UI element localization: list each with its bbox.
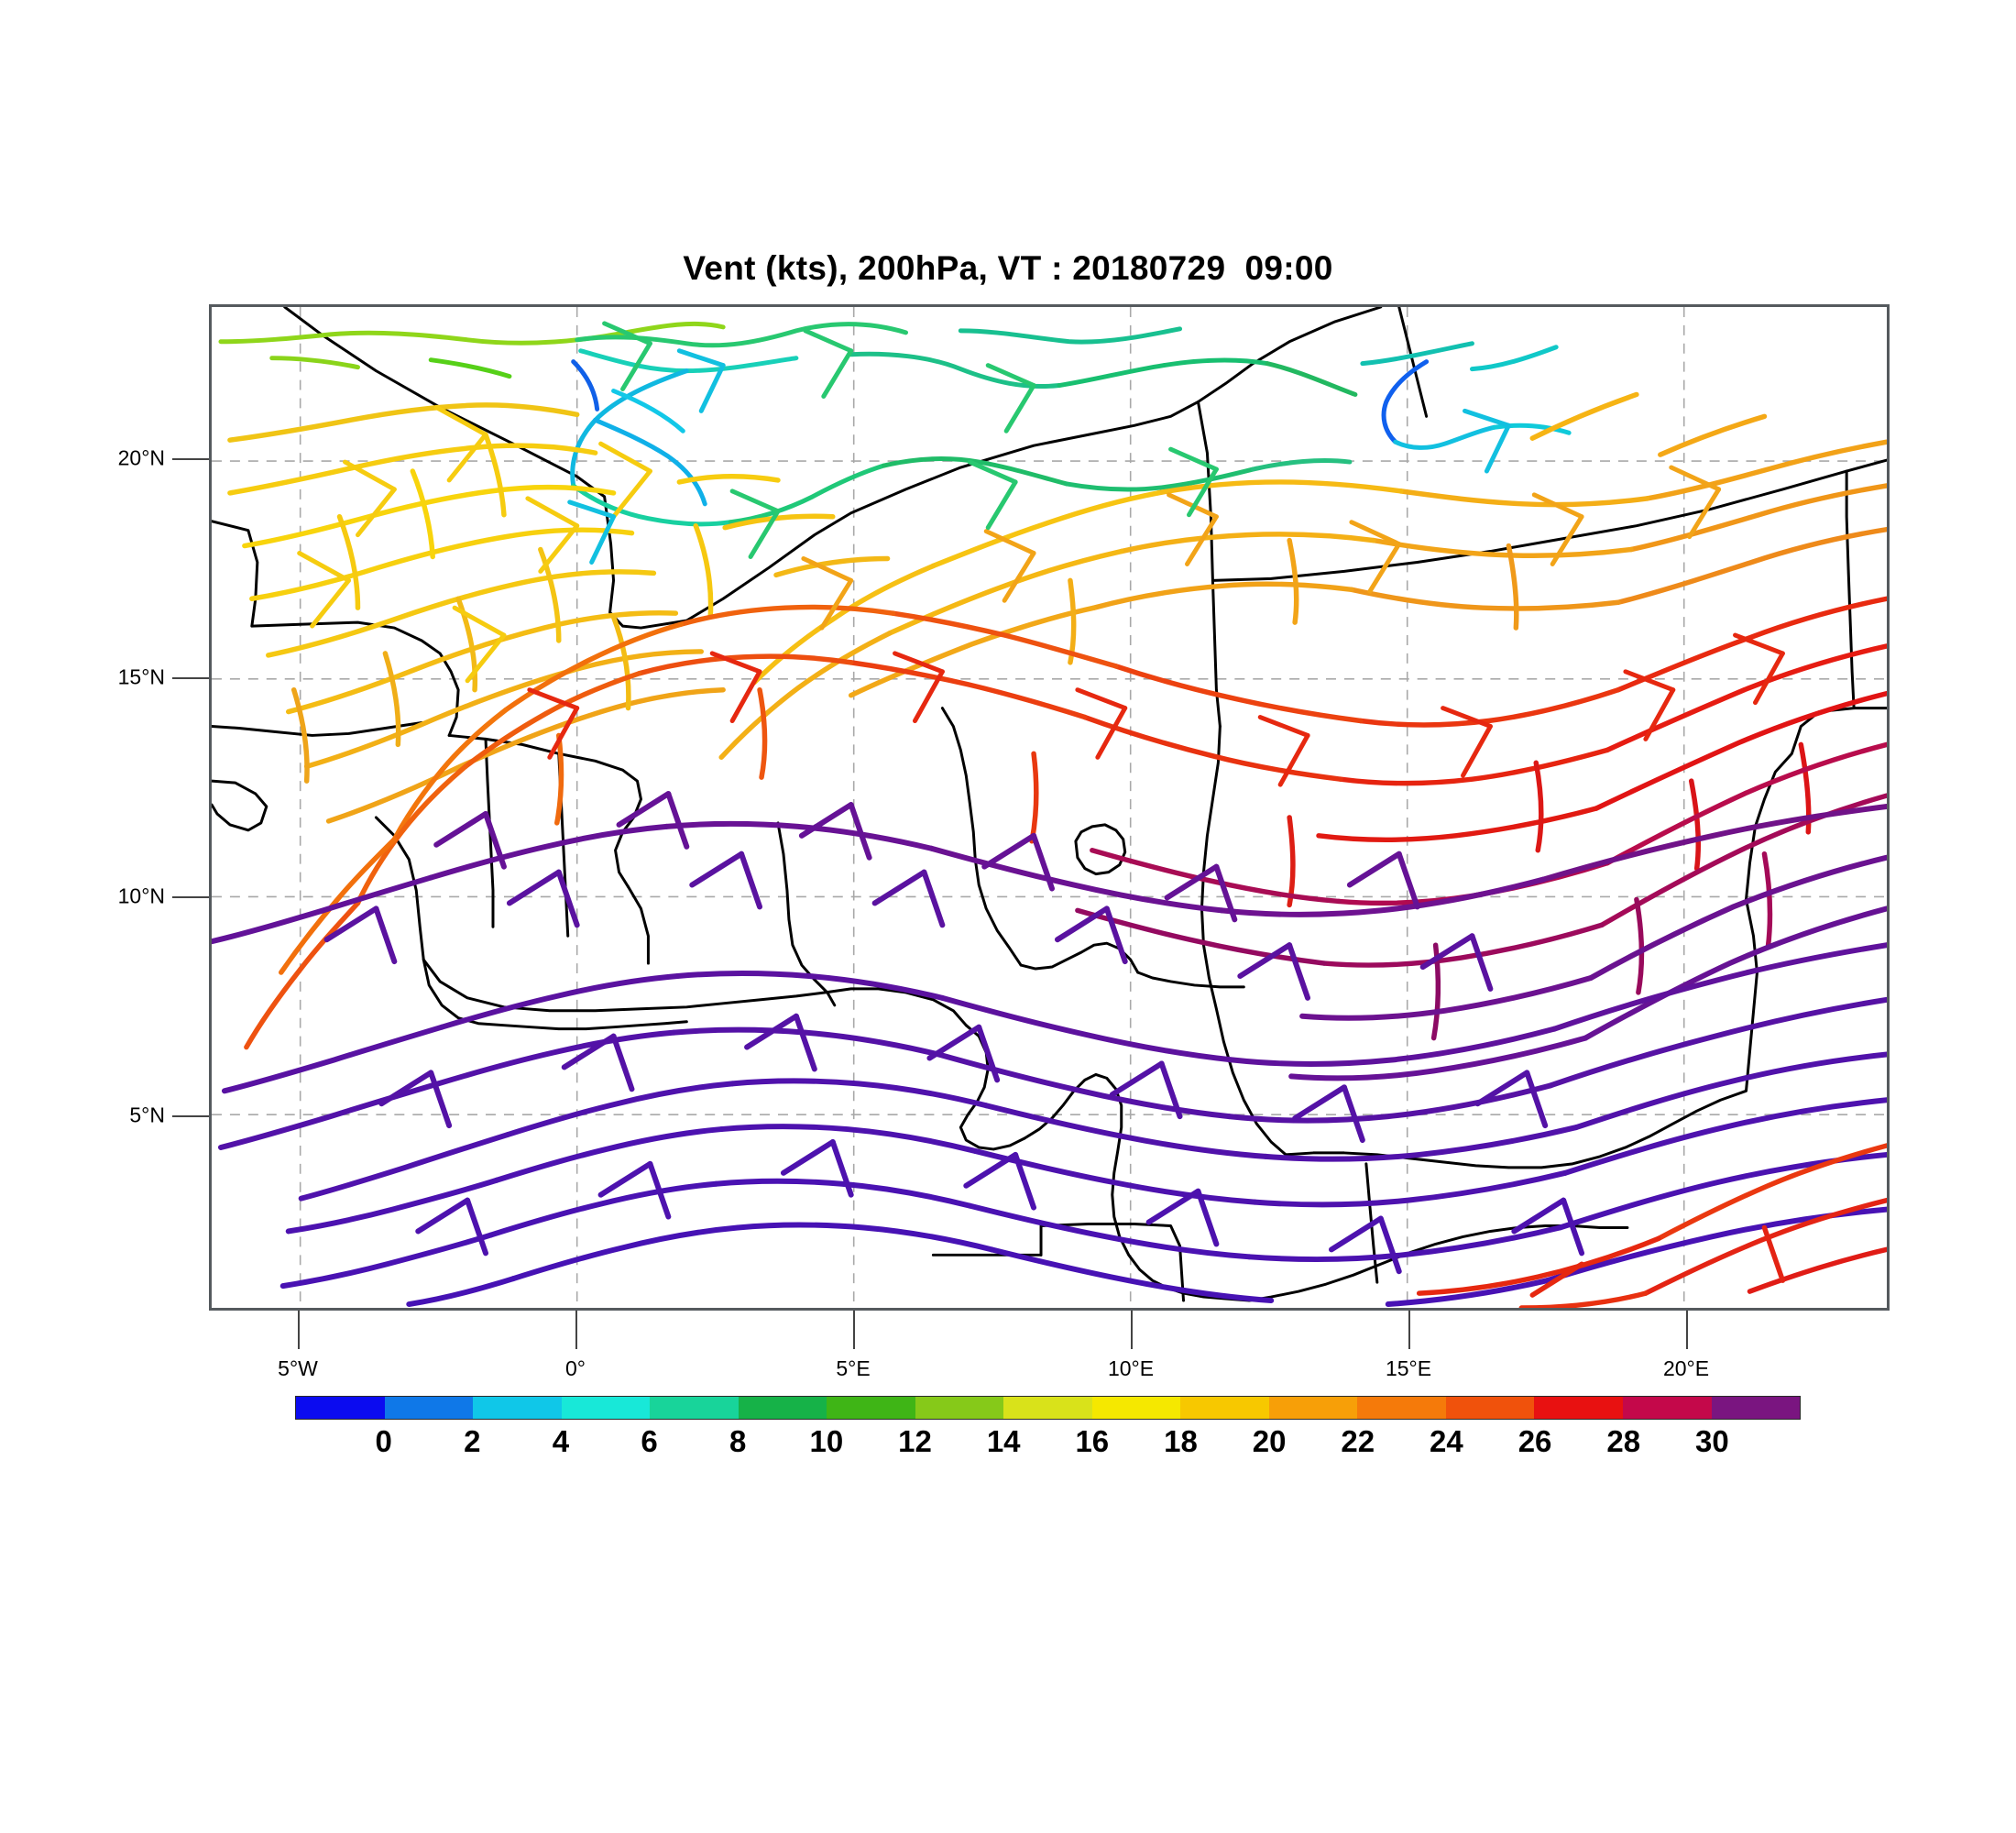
colorbar-tick-6: 6 <box>641 1424 658 1458</box>
xtick-label-15e: 15°E <box>1385 1356 1432 1380</box>
colorbar-segment-3 <box>561 1397 651 1419</box>
colorbar-segment-12 <box>1357 1397 1446 1419</box>
streamline-map <box>212 307 1887 1308</box>
xtick-label-0: 0° <box>565 1356 586 1380</box>
colorbar-tick-8: 8 <box>729 1424 747 1458</box>
colorbar-segment-5 <box>738 1397 827 1419</box>
colorbar-tick-20: 20 <box>1252 1424 1287 1458</box>
colorbar-tick-28: 28 <box>1606 1424 1641 1458</box>
colorbar-segment-10 <box>1180 1397 1269 1419</box>
ytick-mark-20n <box>172 458 209 460</box>
colorbar-segment-0 <box>296 1397 385 1419</box>
xtick-mark-0 <box>575 1311 577 1349</box>
map-plot-area[interactable] <box>209 304 1890 1311</box>
streamline-group-yellow <box>227 402 891 824</box>
colorbar-tick-14: 14 <box>986 1424 1021 1458</box>
colorbar-segment-1 <box>384 1397 474 1419</box>
colorbar-tick-4: 4 <box>552 1424 570 1458</box>
xtick-mark-15e <box>1408 1311 1410 1349</box>
colorbar-segment-9 <box>1091 1397 1181 1419</box>
colorbar-segment-11 <box>1268 1397 1358 1419</box>
colorbar-segment-14 <box>1534 1397 1623 1419</box>
colorbar-tick-16: 16 <box>1075 1424 1110 1458</box>
colorbar-segment-16 <box>1711 1397 1801 1419</box>
ytick-label-20n: 20°N <box>117 445 165 470</box>
colorbar-tick-12: 12 <box>898 1424 932 1458</box>
ytick-label-5n: 5°N <box>129 1103 165 1127</box>
colorbar-segment-6 <box>827 1397 915 1419</box>
colorbar-segment-8 <box>1003 1397 1092 1419</box>
wind-speed-colorbar[interactable] <box>295 1396 1801 1420</box>
colorbar-tick-30: 30 <box>1694 1424 1729 1458</box>
colorbar-segment-15 <box>1622 1397 1712 1419</box>
colorbar-tick-0: 0 <box>375 1424 392 1458</box>
streamline-group-magenta <box>1075 741 1887 1041</box>
colorbar-tick-18: 18 <box>1164 1424 1198 1458</box>
xtick-label-5e: 5°E <box>836 1356 871 1380</box>
streamline-arrowheads-warm <box>297 321 1785 787</box>
colorbar-segment-13 <box>1445 1397 1535 1419</box>
colorbar-gradient-strip <box>295 1396 1801 1420</box>
xtick-mark-20e <box>1686 1311 1688 1349</box>
ytick-label-15n: 15°N <box>117 664 165 689</box>
colorbar-tick-22: 22 <box>1341 1424 1375 1458</box>
colorbar-tick-10: 10 <box>809 1424 844 1458</box>
ytick-mark-5n <box>172 1115 209 1117</box>
xtick-mark-5w <box>298 1311 300 1349</box>
colorbar-tick-2: 2 <box>464 1424 481 1458</box>
colorbar-segment-2 <box>473 1397 562 1419</box>
streamline-group-orange <box>718 391 1887 761</box>
gridlines <box>212 307 1887 1308</box>
xtick-label-10e: 10°E <box>1107 1356 1155 1380</box>
xtick-label-5w: 5°W <box>278 1356 318 1380</box>
xtick-mark-5e <box>853 1311 855 1349</box>
streamline-group-purple <box>212 791 1887 1308</box>
colorbar-segment-4 <box>650 1397 739 1419</box>
ytick-mark-15n <box>172 677 209 679</box>
colorbar-tick-26: 26 <box>1517 1424 1552 1458</box>
colorbar-tick-24: 24 <box>1430 1424 1463 1458</box>
xtick-label-20e: 20°E <box>1662 1356 1710 1380</box>
ytick-mark-10n <box>172 896 209 898</box>
xtick-mark-10e <box>1131 1311 1133 1349</box>
streamline-group-red-southeast <box>1416 1143 1887 1308</box>
streamline-group-cyan <box>218 321 1572 527</box>
page-title: Vent (kts), 200hPa, VT : 20180729 09:00 <box>683 249 1333 287</box>
colorbar-segment-7 <box>915 1397 1004 1419</box>
ytick-label-10n: 10°N <box>117 884 165 908</box>
